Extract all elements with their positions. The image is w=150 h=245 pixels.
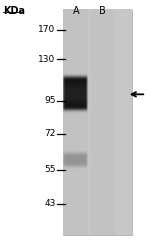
Text: 72: 72 bbox=[44, 129, 56, 138]
Text: 55: 55 bbox=[44, 165, 56, 174]
Text: A: A bbox=[72, 6, 79, 16]
Text: KDa: KDa bbox=[3, 6, 25, 16]
Text: 43: 43 bbox=[44, 199, 56, 208]
Text: 170: 170 bbox=[38, 25, 56, 34]
Text: 130: 130 bbox=[38, 55, 56, 64]
FancyBboxPatch shape bbox=[63, 10, 132, 235]
Text: B: B bbox=[99, 6, 106, 16]
Text: 95: 95 bbox=[44, 97, 56, 105]
